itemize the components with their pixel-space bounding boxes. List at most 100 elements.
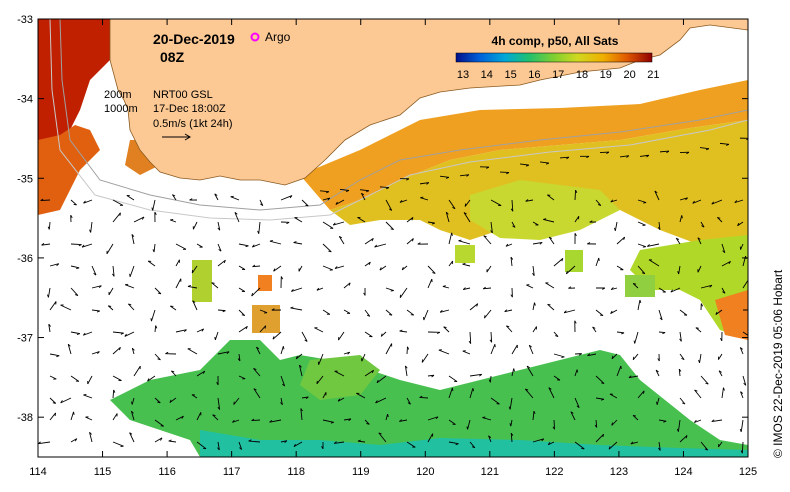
- current-vector-arrow: [648, 259, 660, 267]
- current-vector-arrow: [154, 211, 157, 223]
- current-vector-arrow: [532, 410, 536, 421]
- current-vector-arrow: [740, 391, 744, 399]
- current-vector-arrow: [338, 235, 345, 245]
- current-vector-arrow: [259, 309, 268, 314]
- current-vector-arrow: [700, 303, 704, 311]
- current-vector-arrow: [421, 353, 429, 363]
- current-vector-arrow: [448, 232, 453, 245]
- current-vector-arrow: [238, 287, 246, 293]
- y-tick-label: -37: [17, 333, 33, 345]
- current-vector-arrow: [335, 199, 345, 205]
- current-vector-arrow: [378, 432, 387, 443]
- current-vector-arrow: [175, 243, 187, 250]
- current-vector-arrow: [417, 242, 429, 245]
- current-vector-arrow: [438, 349, 450, 355]
- current-vector-arrow: [125, 283, 135, 289]
- current-vector-arrow: [108, 287, 114, 296]
- current-vector-arrow: [587, 242, 597, 245]
- current-vector-arrow: [192, 300, 198, 311]
- current-vector-arrow: [364, 261, 371, 267]
- colorbar-tick-label: 15: [504, 69, 516, 81]
- current-vector-arrow: [112, 346, 121, 355]
- current-vector-arrow: [484, 309, 492, 319]
- current-vector-arrow: [700, 221, 705, 228]
- current-vector-arrow: [548, 387, 555, 399]
- current-vector-arrow: [196, 412, 202, 421]
- current-vector-arrow: [379, 265, 387, 271]
- current-vector-arrow: [742, 279, 748, 289]
- current-vector-arrow: [420, 196, 429, 201]
- current-vector-arrow: [41, 243, 51, 246]
- current-vector-arrow: [128, 303, 135, 311]
- current-vector-arrow: [658, 419, 667, 423]
- current-vector-arrow: [238, 265, 246, 271]
- current-vector-arrow: [510, 199, 514, 212]
- current-vector-arrow: [217, 351, 230, 355]
- hour-label: 08Z: [160, 49, 185, 65]
- current-vector-arrow: [217, 309, 226, 313]
- current-vector-arrow: [632, 283, 639, 289]
- colorbar: [455, 52, 653, 63]
- current-vector-arrow: [655, 369, 660, 377]
- current-vector-arrow: [463, 212, 471, 223]
- current-vector-arrow: [679, 215, 683, 223]
- current-vector-arrow: [406, 217, 414, 223]
- current-vector-arrow: [38, 441, 51, 445]
- current-vector-arrow: [170, 305, 177, 311]
- land-coastline: [109, 19, 748, 186]
- current-vector-arrow: [519, 163, 530, 167]
- colorbar-tick-label: 19: [600, 69, 612, 81]
- current-vector-arrow: [427, 374, 435, 378]
- current-vector-arrow: [359, 189, 370, 193]
- current-vector-arrow: [49, 301, 57, 311]
- current-vector-arrow: [82, 331, 93, 336]
- current-vector-arrow: [462, 350, 471, 355]
- current-vector-arrow: [49, 263, 60, 267]
- current-vector-arrow: [230, 195, 240, 201]
- current-vector-arrow: [579, 155, 590, 159]
- current-vector-arrow: [70, 411, 75, 421]
- current-vector-arrow: [112, 441, 124, 447]
- current-vector-arrow: [657, 221, 661, 230]
- current-vector-arrow: [594, 419, 598, 428]
- current-vector-arrow: [697, 265, 702, 273]
- sst-band-west-red: [38, 19, 110, 145]
- current-vector-arrow: [269, 239, 282, 245]
- current-vector-arrow: [679, 151, 690, 155]
- current-vector-arrow: [427, 221, 435, 225]
- y-tick-label: -33: [17, 14, 33, 26]
- current-vector-arrow: [532, 221, 539, 226]
- current-vector-arrow: [399, 329, 408, 333]
- current-vector-arrow: [532, 265, 535, 276]
- current-vector-arrow: [595, 375, 605, 384]
- current-vector-arrow: [280, 440, 288, 444]
- current-vector-arrow: [238, 309, 246, 316]
- current-vector-arrow: [528, 344, 534, 355]
- current-vector-arrow: [131, 234, 135, 245]
- current-vector-arrow: [385, 343, 393, 355]
- sst-band-cyan: [200, 430, 748, 457]
- current-vector-arrow: [611, 353, 618, 360]
- x-tick-label: 123: [610, 466, 628, 478]
- colorbar-tick-label: 20: [623, 69, 635, 81]
- current-vector-arrow: [171, 370, 177, 377]
- current-vector-arrow: [439, 309, 450, 313]
- current-vector-arrow: [466, 419, 471, 430]
- current-vector-arrow: [175, 278, 182, 289]
- current-vector-arrow: [385, 287, 394, 292]
- current-vector-arrow: [632, 353, 639, 361]
- current-vector-arrow: [154, 325, 158, 333]
- current-vector-arrow: [356, 392, 366, 399]
- current-vector-arrow: [526, 365, 534, 377]
- current-vector-arrow: [196, 243, 203, 248]
- current-vector-arrow: [679, 309, 688, 316]
- current-vector-arrow: [257, 221, 261, 234]
- current-vector-arrow: [532, 241, 543, 245]
- current-vector-arrow: [89, 221, 93, 233]
- x-tick-label: 118: [287, 466, 305, 478]
- current-vector-arrow: [610, 309, 618, 314]
- current-vector-arrow: [511, 344, 518, 355]
- current-vector-arrow: [532, 302, 536, 311]
- current-vector-arrow: [719, 142, 730, 146]
